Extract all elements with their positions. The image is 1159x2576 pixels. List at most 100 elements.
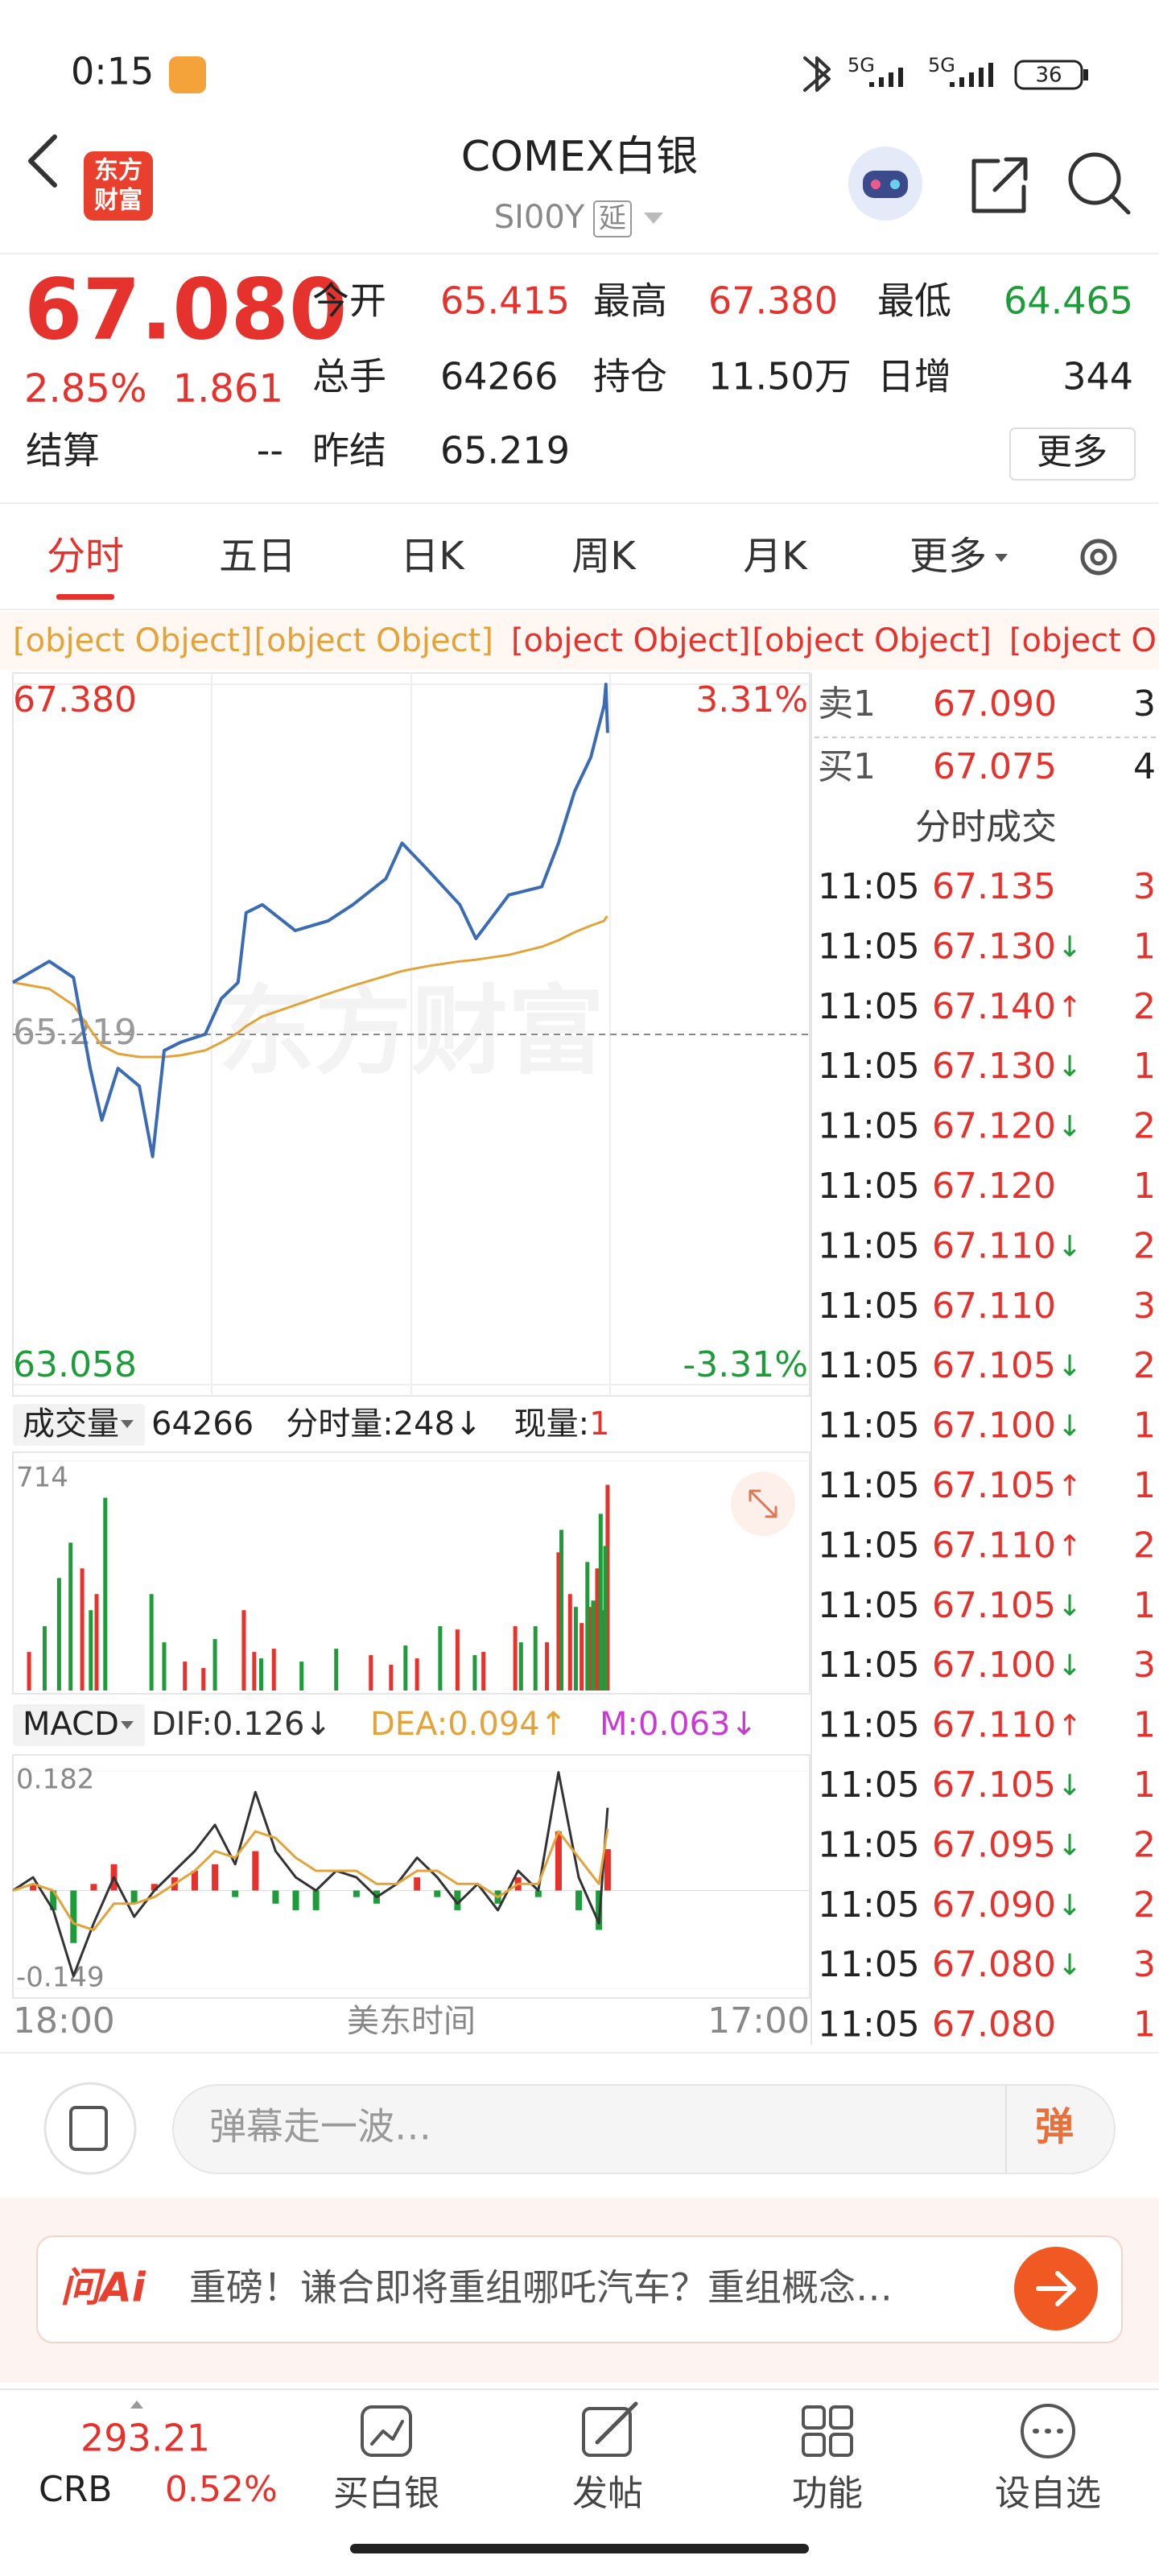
- macd-bar: [191, 1870, 198, 1891]
- x-tick-label: 17:00: [707, 2000, 810, 2041]
- trade-time: 11:05: [818, 1525, 920, 1566]
- volume-selector[interactable]: [13, 1404, 145, 1446]
- settle-label: 结算: [26, 429, 100, 473]
- volume-bar: [80, 1568, 85, 1690]
- buy-icon[interactable]: [361, 2405, 412, 2457]
- trade-time: 11:05: [818, 1885, 920, 1926]
- volume-bar: [149, 1594, 154, 1690]
- trade-price: 67.130: [932, 926, 1056, 967]
- volume-bar: [299, 1662, 304, 1690]
- volume-bar: [559, 1530, 564, 1690]
- trade-arrow: ↑: [1058, 991, 1082, 1024]
- volume-bar: [241, 1610, 246, 1690]
- summary-item: [object Object]: [13, 622, 252, 659]
- volume-bar: [415, 1658, 419, 1690]
- nav-label[interactable]: 功能: [792, 2473, 863, 2514]
- volume-bar: [605, 1484, 610, 1690]
- more-button[interactable]: [1009, 427, 1136, 481]
- trade-price: 67.110: [932, 1705, 1056, 1746]
- tab[interactable]: 月K: [743, 534, 808, 579]
- back-button[interactable]: [28, 134, 57, 188]
- trade-time: 11:05: [818, 866, 920, 907]
- trade-time: 11:05: [818, 2004, 920, 2046]
- func-icon[interactable]: [802, 2405, 826, 2429]
- macd-line: [12, 1771, 609, 1977]
- macd-bar: [50, 1890, 57, 1910]
- macd-bar: [555, 1831, 562, 1891]
- change-pct: 2.85%: [24, 366, 146, 411]
- ai-headline[interactable]: 重磅！谦合即将重组哪吒汽车？重组概念…: [189, 2266, 893, 2310]
- tab[interactable]: 更多: [909, 534, 987, 579]
- field-value: 67.380: [708, 279, 838, 323]
- y-tick-label: 714: [16, 1462, 68, 1494]
- field-value: 65.219: [440, 429, 570, 473]
- post-icon[interactable]: [582, 2407, 632, 2457]
- macd-bar: [232, 1890, 239, 1897]
- func-icon: [829, 2405, 853, 2429]
- trade-price: 67.100: [932, 1406, 1056, 1447]
- nav-label[interactable]: 设自选: [995, 2473, 1101, 2514]
- summary-item: [object Object]: [1009, 622, 1159, 659]
- watch-icon[interactable]: [1021, 2404, 1075, 2458]
- indicator-header: DIF:0.126↓: [151, 1706, 332, 1743]
- field-value: 64266: [440, 355, 558, 398]
- logo-text: 财富: [94, 187, 142, 215]
- danmaku-toggle[interactable]: [43, 2082, 137, 2175]
- trade-arrow: ↓: [1058, 1350, 1082, 1383]
- trade-volume: 3: [1133, 1645, 1156, 1686]
- tab[interactable]: 五日: [219, 534, 296, 579]
- trade-volume: 1: [1133, 1705, 1156, 1746]
- summary-item: [object Object]: [752, 622, 991, 659]
- search-button[interactable]: [1068, 152, 1121, 205]
- comment-placeholder[interactable]: 弹幕走一波…: [209, 2105, 431, 2149]
- trade-time: 11:05: [818, 1944, 920, 1985]
- macd-bar: [212, 1864, 219, 1891]
- tab[interactable]: 周K: [571, 534, 637, 579]
- volume-bar: [27, 1652, 31, 1690]
- trade-time: 11:05: [818, 1106, 920, 1147]
- page-title: COMEX白银: [461, 133, 699, 181]
- logo: [84, 151, 153, 221]
- trade-time: 11:05: [818, 1705, 920, 1746]
- dropdown-arrow[interactable]: [644, 213, 663, 224]
- trade-price: 67.105: [932, 1465, 1056, 1506]
- comment-input[interactable]: [172, 2084, 1116, 2174]
- trade-price: 67.100: [932, 1645, 1056, 1686]
- expand-arrow[interactable]: [130, 2401, 143, 2409]
- field-value: 344: [1062, 355, 1133, 398]
- trade-volume: 1: [1133, 1765, 1156, 1806]
- volume-bar: [212, 1639, 217, 1690]
- trade-volume: 1: [1133, 926, 1156, 967]
- indicator-selector[interactable]: [13, 1704, 145, 1746]
- dropdown-arrow: [995, 554, 1008, 562]
- trade-time: 11:05: [818, 1166, 920, 1207]
- nav-label[interactable]: 买白银: [333, 2473, 439, 2514]
- volume-bar: [513, 1626, 518, 1690]
- indicator-header: M:0.063↓: [600, 1706, 757, 1743]
- trade-volume: 3: [1133, 1286, 1156, 1327]
- share-button[interactable]: [971, 157, 1028, 213]
- volume-bar: [438, 1626, 443, 1690]
- tab[interactable]: 日K: [400, 534, 465, 579]
- volume-bar: [56, 1578, 61, 1690]
- macd-bar: [534, 1890, 542, 1897]
- home-indicator: [350, 2544, 809, 2553]
- more-button-label[interactable]: 更多: [1037, 431, 1107, 473]
- ai-banner[interactable]: [36, 2235, 1123, 2343]
- y2-tick-label: -3.31%: [683, 1344, 808, 1385]
- trade-price: 67.120: [932, 1106, 1056, 1147]
- trade-time: 11:05: [818, 1645, 920, 1686]
- trade-price: 67.110: [932, 1225, 1056, 1266]
- trade-arrow: ↓: [1058, 1889, 1082, 1922]
- tab[interactable]: 分时: [47, 534, 124, 579]
- x-axis-title: 美东时间: [347, 2003, 476, 2040]
- settings-icon: [1090, 548, 1107, 566]
- danmaku-send[interactable]: 弹: [1035, 2104, 1074, 2149]
- trade-price: 67.105: [932, 1585, 1056, 1626]
- settings-button[interactable]: [1080, 539, 1117, 576]
- trade-price: 67.140: [932, 986, 1056, 1027]
- buy-icon-line: [370, 2420, 404, 2446]
- nav-label[interactable]: 发帖: [572, 2473, 643, 2514]
